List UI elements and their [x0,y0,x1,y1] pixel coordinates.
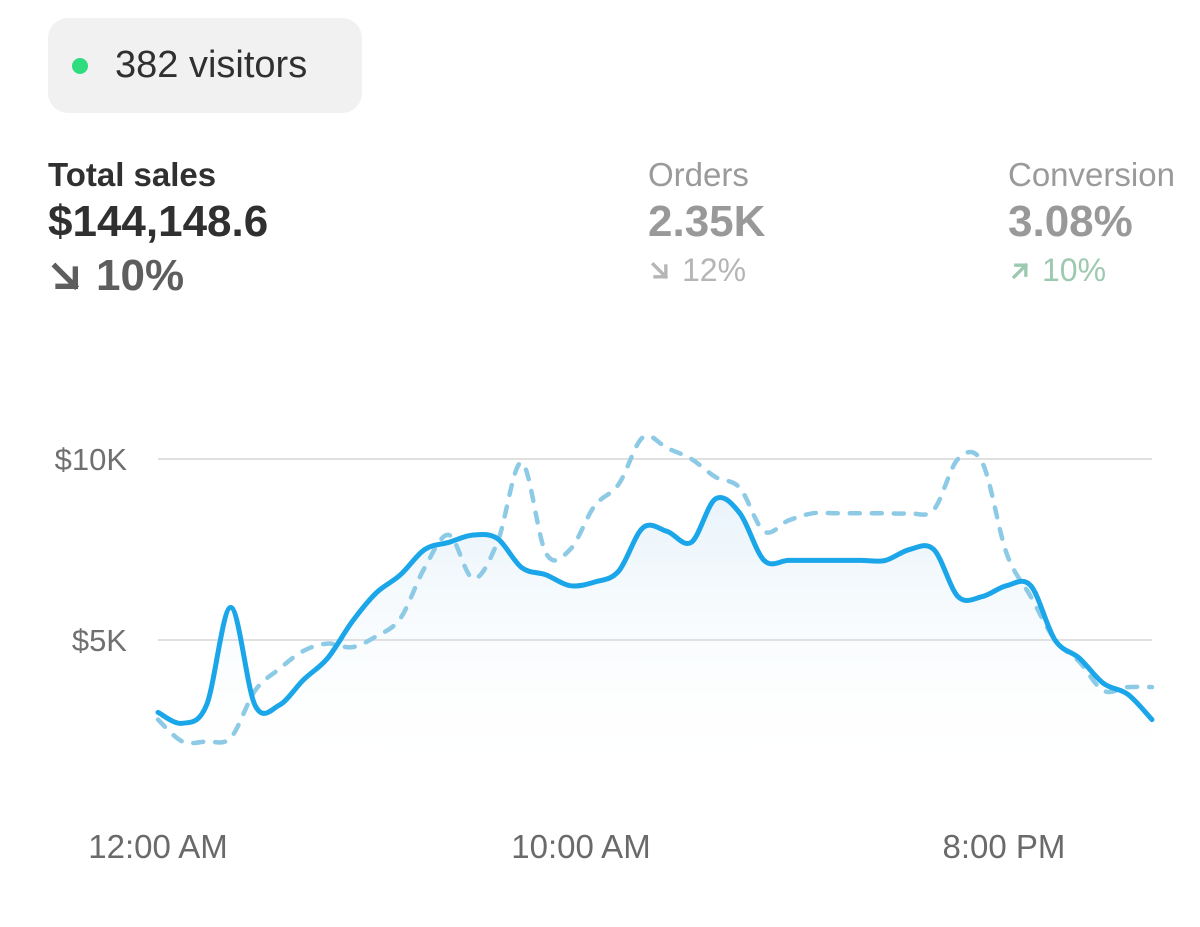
x-tick-label: 8:00 PM [943,828,1066,865]
metric-change-value: 10% [1042,252,1107,288]
metric-orders[interactable]: Orders 2.35K 12% [648,156,765,290]
metric-label: Total sales [48,156,217,193]
x-tick-label: 10:00 AM [511,828,650,865]
metric-change: 10% [1008,250,1175,290]
metric-conversion[interactable]: Conversion 3.08% 10% [1008,156,1175,290]
y-tick-label: $10K [55,442,128,477]
metric-change: 12% [648,250,765,290]
metric-value: 3.08% [1008,197,1133,246]
comparison-series-line [155,433,1155,746]
metric-label: Orders [648,156,749,193]
metric-label: Conversion [1008,156,1175,193]
metric-change: 10% [48,250,268,302]
visitors-pill[interactable]: 382 visitors [48,18,362,113]
x-tick-label: 12:00 AM [88,828,227,865]
arrow-up-right-icon [1011,262,1029,280]
visitors-count: 382 visitors [115,44,308,86]
current-series-line [155,495,1155,726]
metric-value: $144,148.6 [48,197,269,246]
y-tick-label: $5K [72,623,127,658]
metric-change-value: 10% [96,251,185,300]
arrow-down-right-icon [650,261,669,280]
metric-total-sales[interactable]: Total sales $144,148.6 10% [48,156,268,302]
arrow-down-right-icon [51,262,80,291]
metric-value: 2.35K [648,197,766,246]
live-status-dot [72,57,88,74]
metric-change-value: 12% [682,252,747,288]
